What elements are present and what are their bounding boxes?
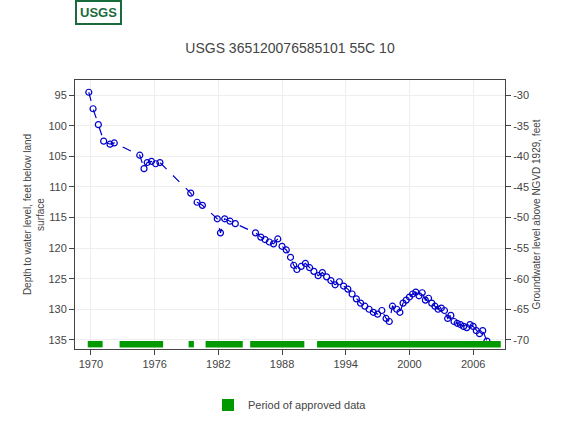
svg-text:105: 105 — [48, 150, 66, 162]
svg-text:-40: -40 — [513, 150, 529, 162]
svg-text:2000: 2000 — [397, 358, 421, 370]
svg-text:-55: -55 — [513, 242, 529, 254]
svg-text:USGS: USGS — [80, 5, 117, 20]
svg-text:Groundwater level above NGVD 1: Groundwater level above NGVD 1929, feet — [531, 119, 542, 309]
svg-text:110: 110 — [49, 181, 67, 193]
svg-text:1982: 1982 — [206, 358, 230, 370]
svg-text:95: 95 — [55, 89, 67, 101]
svg-text:120: 120 — [48, 242, 66, 254]
svg-text:-65: -65 — [513, 303, 529, 315]
svg-text:1994: 1994 — [333, 358, 357, 370]
svg-text:Depth to water level, feet bel: Depth to water level, feet below landsur… — [22, 134, 46, 295]
svg-text:100: 100 — [48, 120, 66, 132]
svg-text:-70: -70 — [513, 334, 529, 346]
svg-text:USGS 365120076585101 55C 10: USGS 365120076585101 55C 10 — [185, 40, 395, 56]
svg-text:1970: 1970 — [79, 358, 103, 370]
svg-text:-30: -30 — [513, 89, 529, 101]
svg-text:1976: 1976 — [142, 358, 166, 370]
svg-text:135: 135 — [48, 334, 66, 346]
svg-text:1988: 1988 — [270, 358, 294, 370]
svg-text:2006: 2006 — [461, 358, 485, 370]
svg-text:-60: -60 — [513, 273, 529, 285]
svg-text:-50: -50 — [513, 211, 529, 223]
svg-text:-45: -45 — [513, 181, 529, 193]
svg-text:130: 130 — [48, 303, 66, 315]
svg-text:115: 115 — [49, 211, 67, 223]
svg-text:125: 125 — [48, 273, 66, 285]
svg-text:-35: -35 — [513, 120, 529, 132]
svg-text:Period of approved data: Period of approved data — [248, 399, 366, 411]
